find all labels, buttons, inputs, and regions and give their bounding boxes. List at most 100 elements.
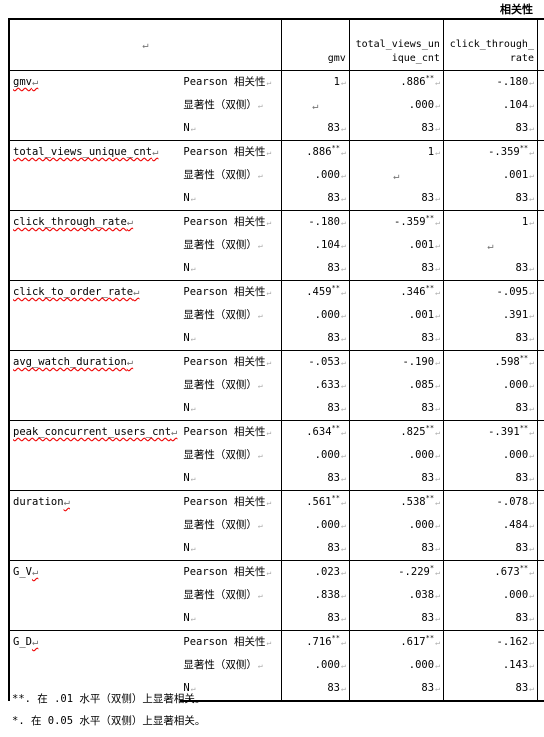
paragraph-mark-icon: ↵	[31, 76, 39, 88]
value-cell: 83↵	[349, 117, 444, 141]
variable-name-cell: click_to_order_rate↵	[7, 280, 181, 351]
cell-end-mark-icon: ↵	[340, 241, 346, 250]
value-cell: 83↵	[281, 677, 350, 702]
value-cell: .484↵	[443, 514, 538, 537]
value-cell: .617**↵	[349, 630, 444, 654]
significance-marker: **	[519, 424, 529, 432]
statistic-label: Pearson 相关性↵	[180, 280, 282, 304]
table-row: G_D↵ Pearson 相关性↵ .716**↵ .617**↵ -.162↵	[7, 630, 544, 701]
variable-name: gmv	[13, 76, 32, 88]
cell-end-mark-icon: ↵	[435, 334, 440, 343]
cell-end-mark-icon: ↵	[266, 498, 272, 507]
cell-end-mark-icon: ↵	[529, 78, 534, 87]
value-cell: .104↵	[281, 234, 350, 257]
cell-end-mark-icon: ↵	[529, 544, 534, 553]
statistic-label: N↵	[180, 677, 282, 702]
cell-end-mark-icon: ↵	[340, 404, 346, 413]
value-cell: .633↵	[281, 374, 350, 397]
value-cell: 83↵	[349, 257, 444, 281]
value-cell: .538**↵	[349, 490, 444, 514]
value-cell: 1↵	[443, 210, 538, 234]
variable-name: peak_concurrent_users_cnt	[13, 426, 172, 438]
cell-end-mark-icon: ↵	[435, 451, 440, 460]
cell-end-mark-icon: ↵	[266, 148, 272, 157]
value-cell: .001↵	[349, 234, 444, 257]
cell-end-mark-icon: ↵	[266, 638, 272, 647]
cell-end-mark-icon: ↵	[257, 241, 263, 250]
variable-name: G_V	[13, 566, 32, 578]
cell-end-mark-icon: ↵	[435, 124, 440, 133]
cell-end-mark-icon: ↵	[529, 381, 534, 390]
cell-end-mark-icon: ↵	[529, 171, 534, 180]
value-cell: .000↵	[443, 444, 538, 467]
statistic-label: N↵	[180, 257, 282, 281]
statistic-label: Pearson 相关性↵	[180, 420, 282, 444]
cell-end-mark-icon: ↵	[435, 638, 440, 647]
table-row: 显著性（双侧）↵ .633↵ .085↵ .000↵	[9, 374, 544, 397]
value-cell: 1↵	[281, 70, 350, 94]
paragraph-mark-icon: ↵	[31, 566, 39, 578]
value-cell: 83↵	[443, 607, 538, 631]
value-cell: 83↵	[443, 467, 538, 491]
variable-name-cell: duration↵	[7, 490, 181, 561]
statistic-label: N↵	[180, 537, 282, 561]
cell-end-mark-icon: ↵	[435, 148, 440, 157]
table-row: duration↵ Pearson 相关性↵ .561**↵ .538**↵ -.078…	[7, 490, 544, 561]
table-row: N↵ 83↵ 83↵ 83↵	[9, 117, 544, 141]
column-header-gmv: gmv	[281, 18, 350, 71]
paragraph-mark-icon: ↵	[31, 636, 39, 648]
value-cell: -.053↵	[281, 350, 350, 374]
cell-end-mark-icon: ↵	[435, 614, 440, 623]
value-cell: ↵	[349, 164, 444, 187]
significance-marker: **	[425, 494, 435, 502]
cell-end-mark-icon: ↵	[529, 334, 534, 343]
value-cell: 83↵	[443, 257, 538, 281]
table-row: N↵ 83↵ 83↵ 83↵	[9, 537, 544, 561]
value-cell: 83↵	[281, 537, 350, 561]
value-cell: .000↵	[443, 584, 538, 607]
cell-end-mark-icon: ↵	[529, 451, 534, 460]
variable-name-cell: gmv↵	[7, 70, 181, 141]
cell-end-mark-icon: ↵	[340, 311, 346, 320]
cell-end-mark-icon: ↵	[257, 451, 263, 460]
cell-end-mark-icon: ↵	[340, 614, 346, 623]
significance-marker: **	[519, 564, 529, 572]
cell-end-mark-icon: ↵	[529, 124, 534, 133]
value-cell: .886**↵	[349, 70, 444, 94]
value-cell: .000↵	[349, 94, 444, 117]
value-cell: .001↵	[349, 304, 444, 327]
cell-end-mark-icon: ↵	[435, 101, 440, 110]
table-row: gmv↵ Pearson 相关性↵ 1↵ .886**↵ -.180↵	[7, 70, 544, 141]
value-cell: 83↵	[349, 537, 444, 561]
cell-end-mark-icon: ↵	[340, 381, 346, 390]
table-row: 显著性（双侧）↵ .000↵ .000↵ .484↵	[9, 514, 544, 537]
cell-end-mark-icon: ↵	[190, 334, 196, 343]
statistic-label: 显著性（双侧）↵	[180, 654, 282, 677]
cell-end-mark-icon: ↵	[257, 661, 263, 670]
value-cell: -.180↵	[281, 210, 350, 234]
cell-end-mark-icon: ↵	[266, 568, 272, 577]
table-row: N↵ 83↵ 83↵ 83↵	[9, 187, 544, 211]
cell-end-mark-icon: ↵	[190, 684, 196, 693]
significance-marker: **	[425, 214, 435, 222]
paragraph-mark-icon: ↵	[393, 169, 400, 182]
value-cell: .000↵	[281, 444, 350, 467]
value-cell: .673**↵	[443, 560, 538, 584]
value-cell: 83↵	[281, 327, 350, 351]
cell-end-mark-icon: ↵	[435, 78, 440, 87]
cell-end-mark-icon: ↵	[435, 684, 440, 693]
cell-end-mark-icon: ↵	[266, 218, 272, 227]
statistic-label: 显著性（双侧）↵	[180, 164, 282, 187]
cell-end-mark-icon: ↵	[266, 78, 272, 87]
cell-end-mark-icon: ↵	[529, 288, 534, 297]
cell-end-mark-icon: ↵	[190, 264, 196, 273]
significance-marker: **	[425, 424, 435, 432]
value-cell: .000↵	[281, 164, 350, 187]
value-cell: -.095↵	[443, 280, 538, 304]
cell-end-mark-icon: ↵	[340, 428, 346, 437]
statistic-label: Pearson 相关性↵	[180, 490, 282, 514]
significance-marker: **	[331, 284, 340, 292]
significance-marker: **	[331, 634, 340, 642]
value-cell: -.229*↵	[349, 560, 444, 584]
cell-end-mark-icon: ↵	[529, 591, 534, 600]
